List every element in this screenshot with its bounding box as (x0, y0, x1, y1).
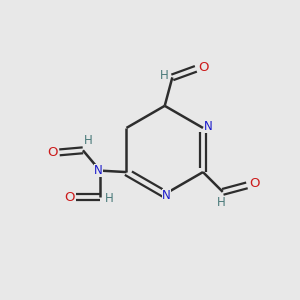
Text: O: O (249, 176, 260, 190)
Text: N: N (204, 120, 213, 133)
Text: N: N (94, 164, 103, 176)
Text: H: H (217, 196, 226, 209)
Text: H: H (104, 192, 113, 205)
Text: O: O (47, 146, 57, 159)
Text: O: O (198, 61, 208, 74)
Text: H: H (160, 69, 169, 82)
Text: O: O (64, 190, 74, 204)
Text: H: H (84, 134, 93, 147)
Text: N: N (162, 188, 171, 202)
